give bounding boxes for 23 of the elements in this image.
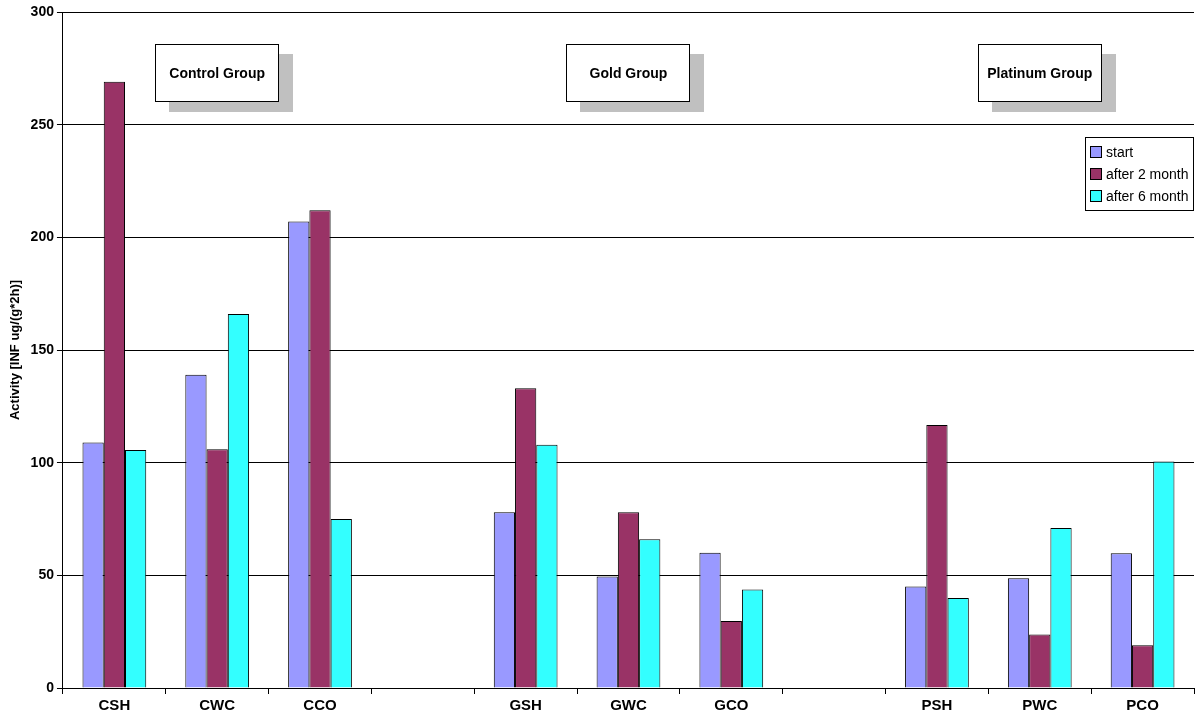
x-tick-label: CSH — [98, 696, 131, 714]
y-tick-label: 50 — [38, 566, 55, 583]
x-tick-label: PWC — [1022, 696, 1058, 714]
y-tick-label: 250 — [30, 115, 55, 132]
annotation: Control Group — [169, 64, 266, 82]
x-tick-label: GSH — [509, 696, 542, 714]
y-tick-label: 100 — [30, 453, 55, 470]
annotation: Gold Group — [589, 64, 668, 82]
y-tick-label: 200 — [30, 228, 55, 245]
x-tick-label: GWC — [610, 696, 647, 714]
legend-label: after 2 month — [1106, 166, 1189, 182]
annotation: Platinum Group — [987, 64, 1093, 82]
legend-label: after 6 month — [1106, 188, 1189, 204]
legend-label: start — [1106, 144, 1134, 160]
y-axis-title: Activity [INF ug/(g*2h)] — [7, 279, 23, 421]
y-tick-label: 0 — [46, 678, 55, 695]
x-tick-label: PCO — [1126, 696, 1160, 714]
x-tick-label: CCO — [303, 696, 338, 714]
y-tick-label: 150 — [30, 340, 55, 357]
y-tick-label: 300 — [30, 2, 55, 19]
x-tick-label: GCO — [714, 696, 749, 714]
x-tick-label: PSH — [921, 696, 953, 714]
x-tick-label: CWC — [199, 696, 236, 714]
